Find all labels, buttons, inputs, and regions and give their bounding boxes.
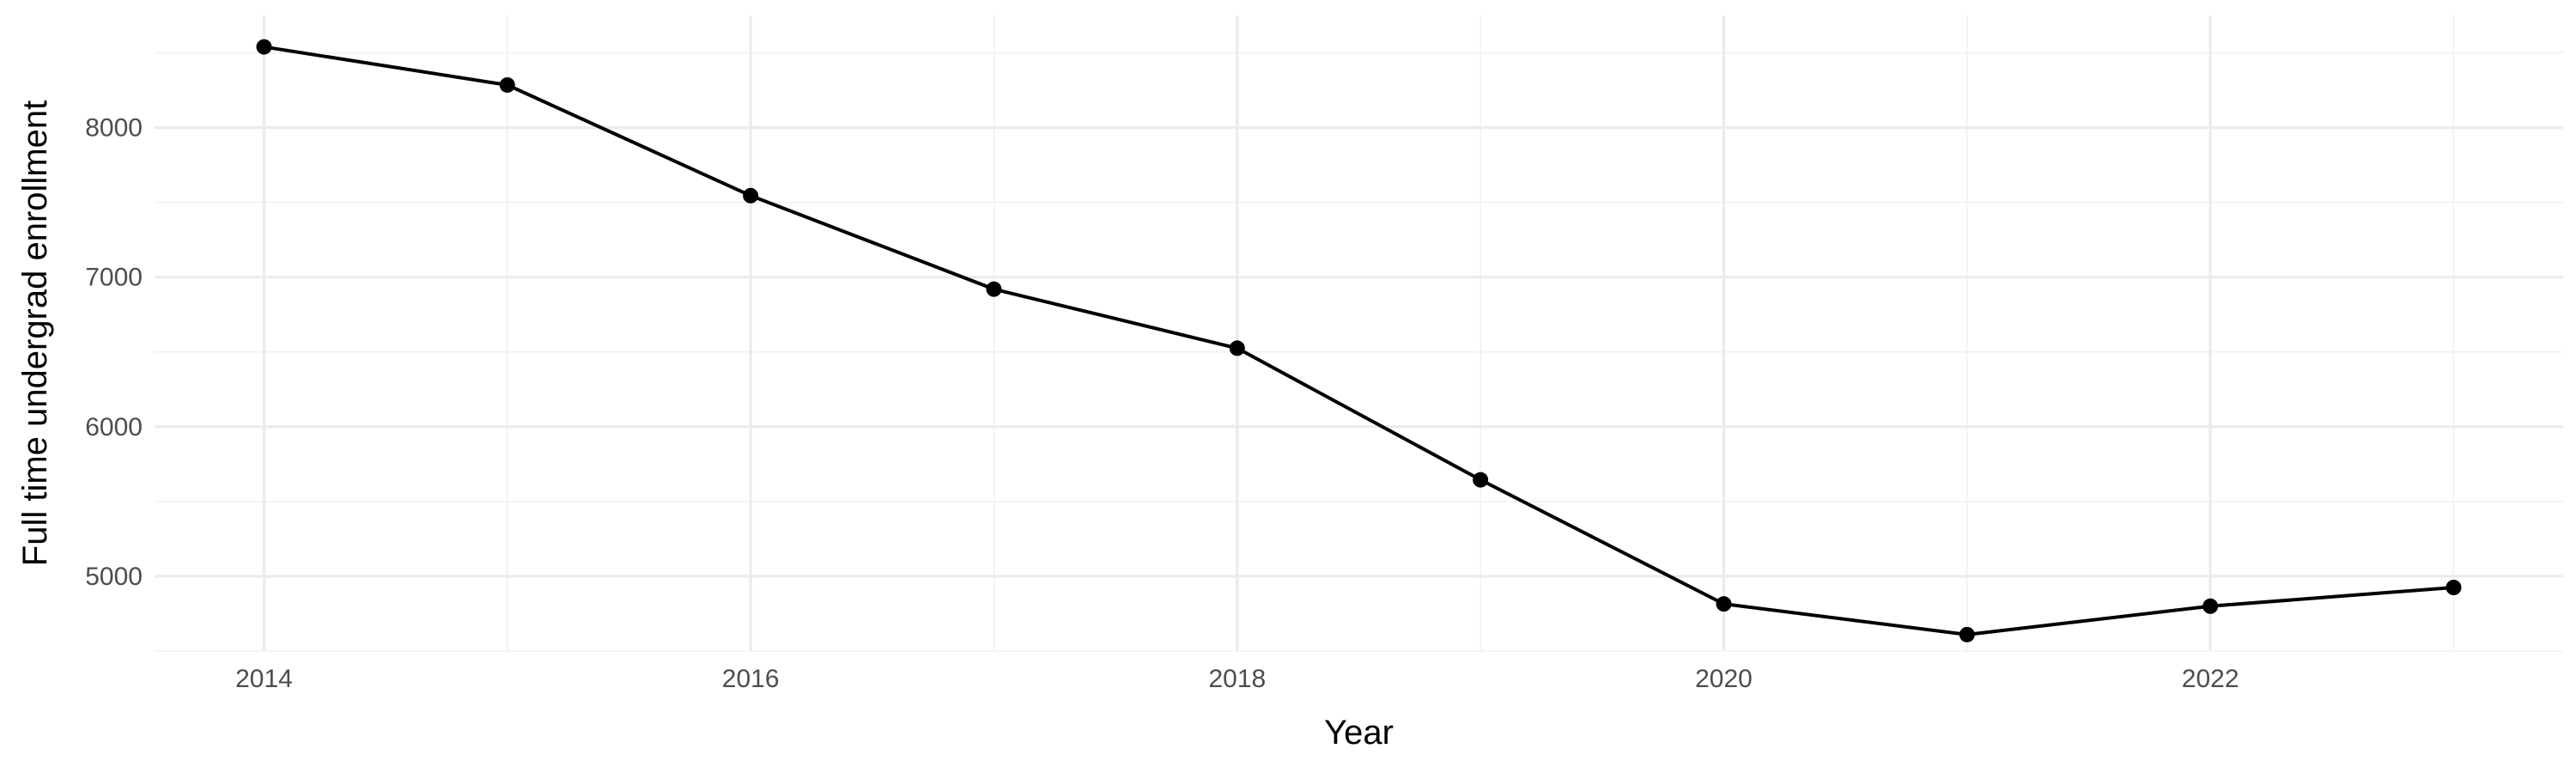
data-point: [2202, 598, 2219, 614]
series-line: [264, 45, 2454, 636]
data-point: [1473, 472, 1489, 488]
data-point: [256, 39, 272, 55]
data-point: [499, 76, 515, 93]
x-tick-label: 2022: [2182, 665, 2239, 693]
x-axis-title: Year: [1324, 714, 1394, 752]
data-point: [1716, 596, 1732, 612]
y-tick-label: 8000: [85, 114, 143, 143]
y-tick-label: 6000: [85, 413, 143, 441]
data-point: [986, 281, 1002, 297]
series: [256, 39, 2462, 642]
y-tick-label: 5000: [85, 563, 143, 591]
data-point: [1229, 340, 1245, 356]
y-axis-title: Full time undergrad enrollment: [16, 100, 54, 566]
x-tick-label: 2018: [1208, 665, 1266, 693]
tick-labels: 2014 2016 2018 2020 2022 5000 6000 7000 8000: [85, 114, 2239, 693]
y-tick-label: 7000: [85, 264, 143, 292]
grid: [155, 15, 2563, 652]
data-point: [1959, 626, 1975, 642]
data-point: [743, 187, 759, 204]
data-point: [2445, 580, 2462, 595]
x-tick-label: 2020: [1695, 665, 1753, 693]
x-tick-label: 2014: [235, 665, 293, 693]
x-tick-label: 2016: [722, 665, 780, 693]
